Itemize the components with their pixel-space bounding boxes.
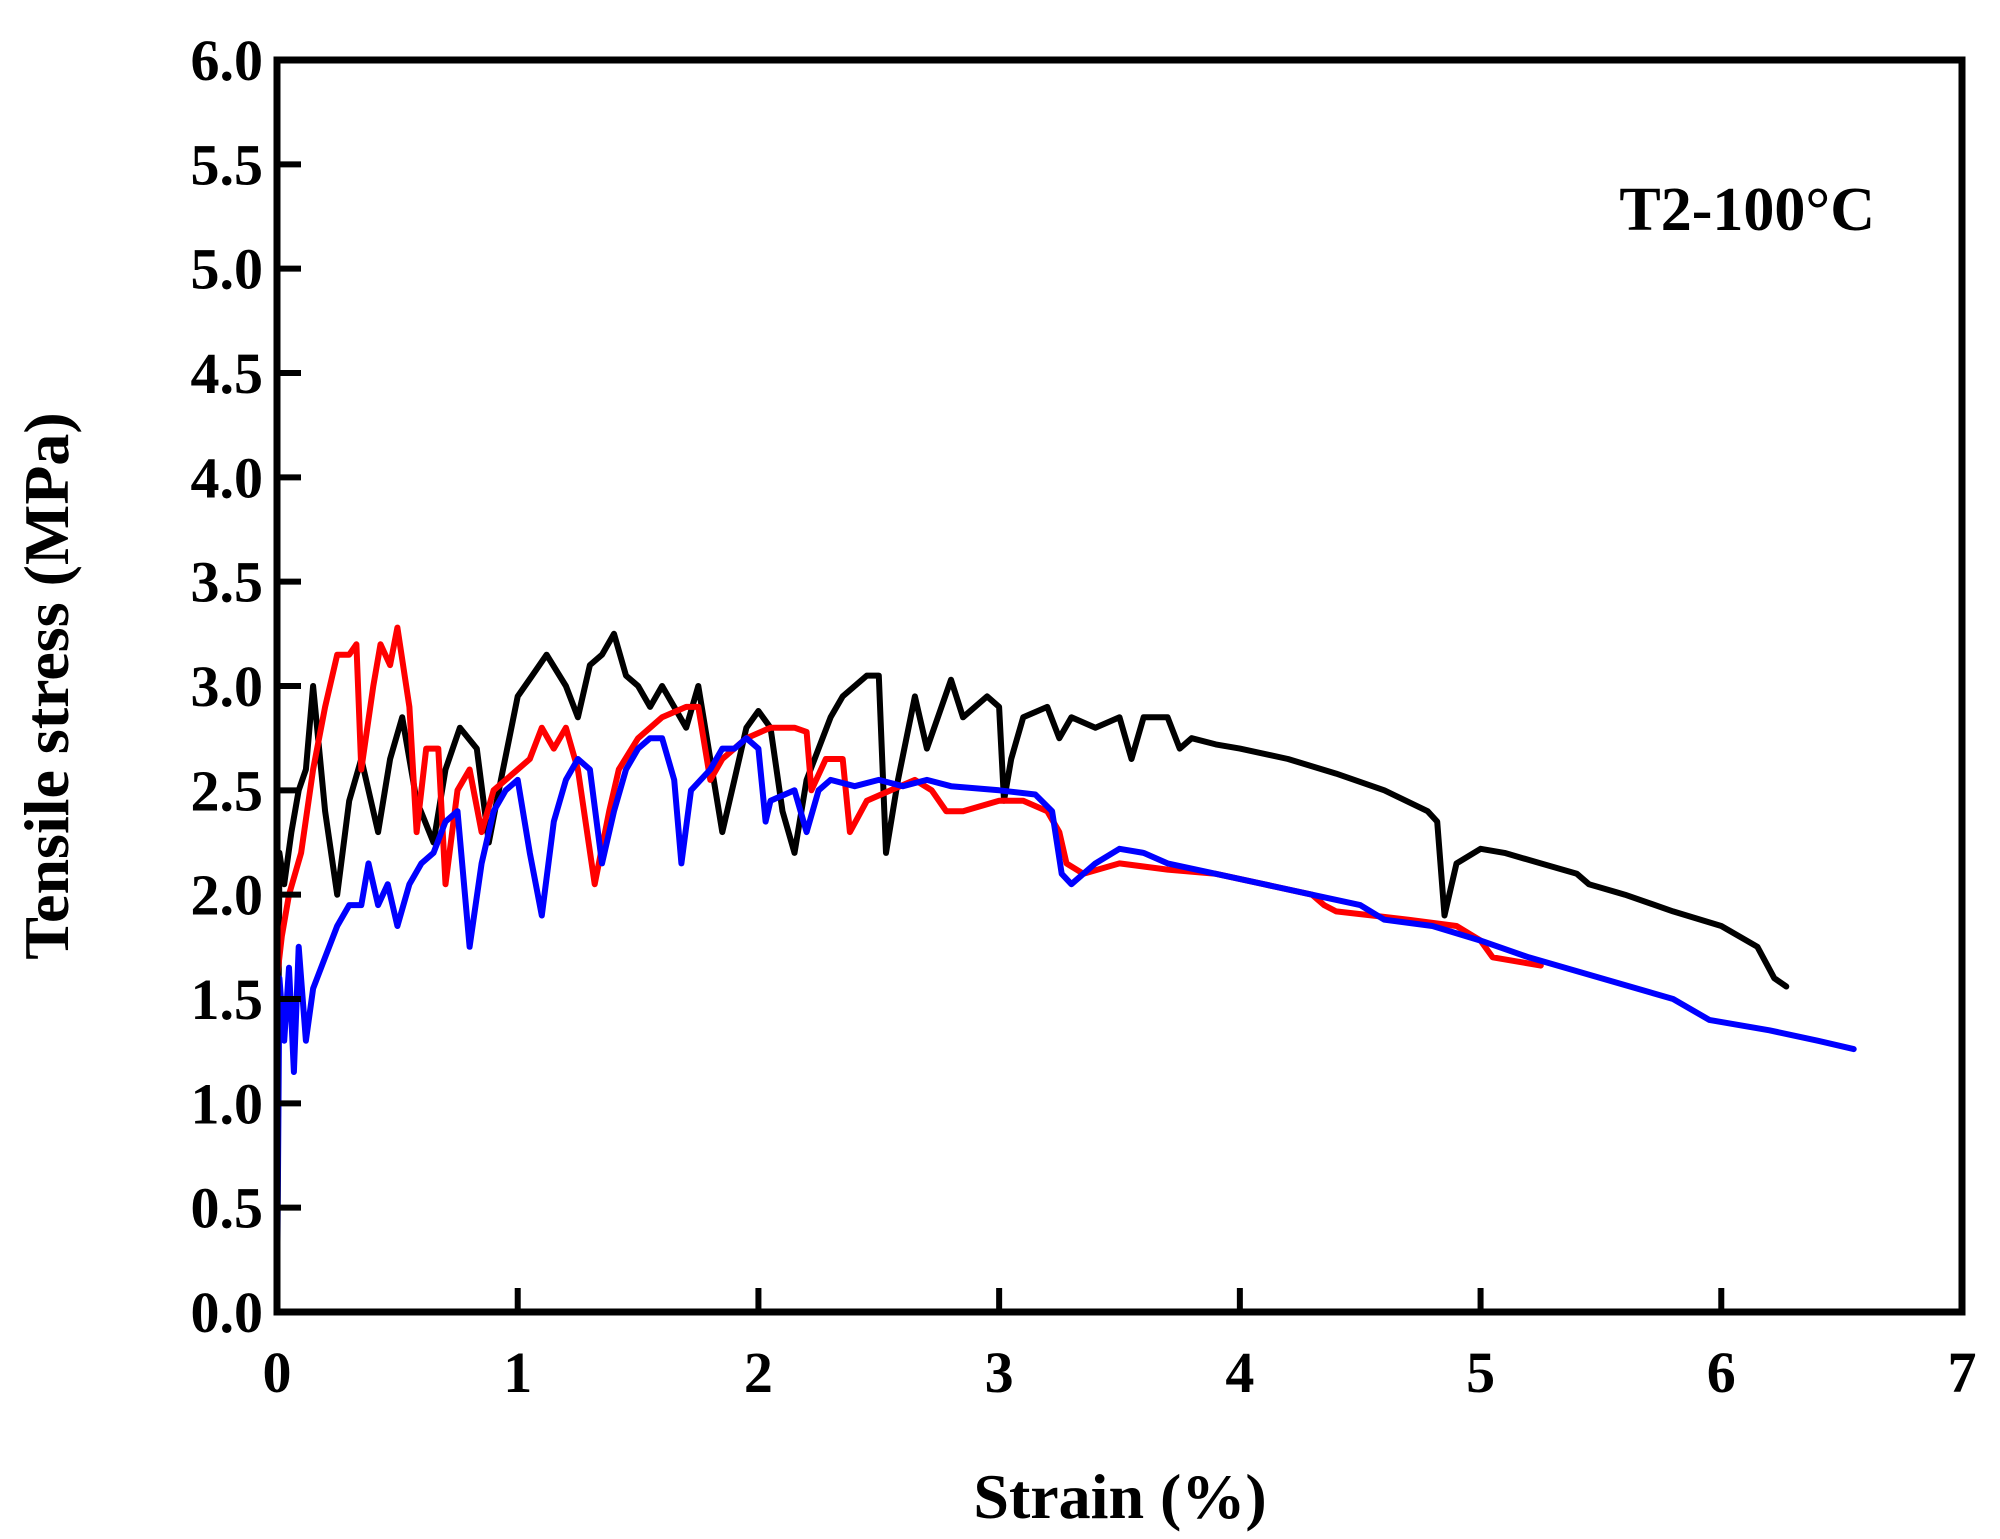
y-tick-label: 1.0 <box>191 1071 264 1136</box>
series-line-2 <box>274 624 1544 982</box>
x-tick-label: 5 <box>1466 1340 1495 1405</box>
y-tick-label: 0.0 <box>191 1280 264 1345</box>
y-tick-label: 2.0 <box>191 863 264 928</box>
x-tick-label: 1 <box>503 1340 532 1405</box>
series-layer <box>274 624 1857 1315</box>
y-tick-label: 6.0 <box>191 28 264 93</box>
y-tick-label: 2.5 <box>191 758 264 823</box>
plot-frame <box>273 56 1966 1316</box>
y-tick-label: 5.5 <box>191 132 264 197</box>
series-line-1 <box>274 630 1790 1315</box>
y-axis-title: Tensile stress (MPa) <box>11 412 82 960</box>
y-tick-label: 5.0 <box>191 237 264 302</box>
y-tick-label: 3.5 <box>191 550 264 615</box>
y-tick-label: 4.0 <box>191 445 264 510</box>
x-tick-label: 3 <box>985 1340 1014 1405</box>
x-tick-label: 7 <box>1948 1340 1977 1405</box>
chart-annotation: T2-100°C <box>1619 176 1875 244</box>
y-tick-label: 0.5 <box>191 1176 264 1241</box>
y-tick-label: 4.5 <box>191 341 264 406</box>
x-tick-label: 0 <box>263 1340 292 1405</box>
x-tick-label: 2 <box>744 1340 773 1405</box>
y-tick-label: 3.0 <box>191 654 264 719</box>
x-axis-title: Strain (%) <box>973 1461 1266 1532</box>
x-tick-label: 4 <box>1225 1340 1254 1405</box>
series-line-3 <box>274 735 1857 1315</box>
y-axis-ticks: 0.0 0.5 1.0 1.5 2.0 2.5 3.0 3.5 4.0 4.5 5.0 5.5 6.0 <box>191 28 301 1345</box>
x-tick-label: 6 <box>1707 1340 1736 1405</box>
y-tick-label: 1.5 <box>191 967 264 1032</box>
x-axis-ticks: 0 1 2 3 4 5 6 7 <box>263 1288 1977 1405</box>
